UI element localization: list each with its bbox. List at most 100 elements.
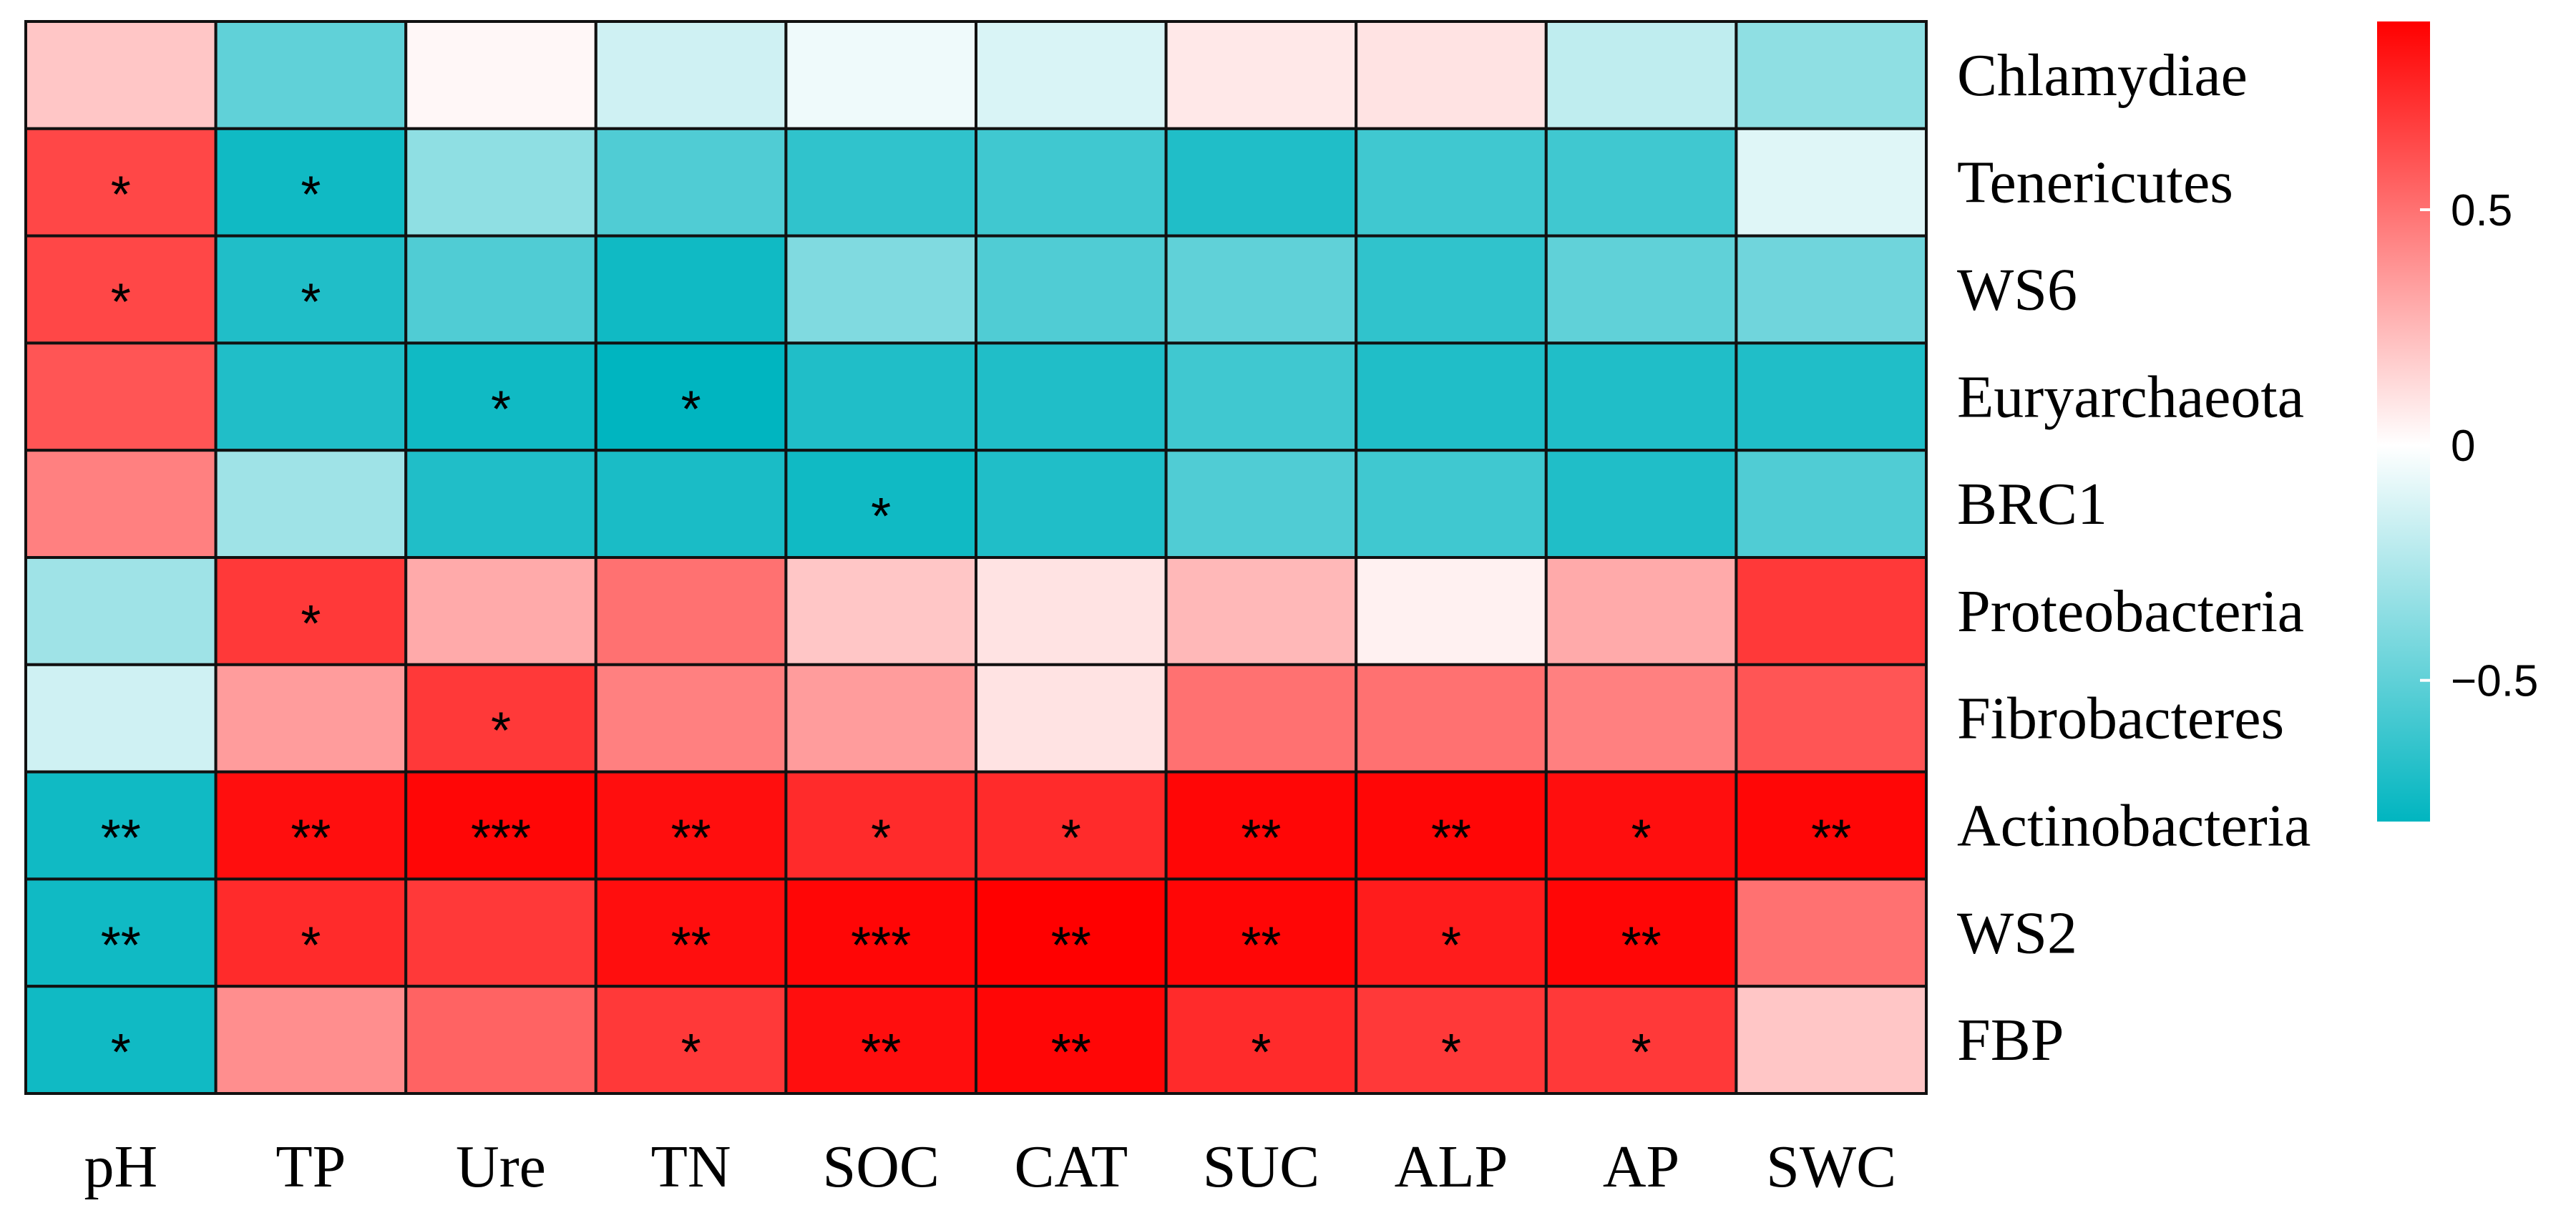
significance-mark: ** (671, 810, 711, 867)
heatmap-cell (784, 127, 978, 238)
row-label: Fibrobacteres (1957, 686, 2284, 752)
significance-mark: * (681, 1024, 701, 1081)
column-label: AP (1603, 1134, 1679, 1200)
heatmap-cell (1164, 234, 1358, 345)
colorbar-gradient (2377, 21, 2430, 822)
heatmap-cell (1355, 127, 1548, 238)
heatmap-cell (1164, 556, 1358, 666)
significance-mark: ** (1241, 810, 1281, 867)
row-label: WS2 (1957, 900, 2077, 966)
heatmap-cell (1735, 20, 1928, 130)
significance-mark: * (871, 810, 891, 867)
heatmap-cell (975, 234, 1168, 345)
heatmap-cells: * ** ** ****** ** *** ** * * ** ** * **** * ** *** ** ** *… (24, 20, 1928, 1095)
heatmap-cell (214, 127, 408, 238)
significance-mark: * (1631, 1024, 1652, 1081)
significance-mark: ** (1621, 917, 1662, 974)
heatmap-cell (594, 985, 788, 1095)
significance-mark: ** (1051, 1024, 1091, 1081)
heatmap-cell (975, 985, 1168, 1095)
heatmap-cell (1735, 556, 1928, 666)
heatmap-cell (1355, 234, 1548, 345)
heatmap-cell (24, 877, 218, 988)
significance-mark: * (111, 1024, 131, 1081)
heatmap-cell (1164, 663, 1358, 774)
heatmap-cell (1355, 770, 1548, 881)
column-label: TN (651, 1134, 731, 1200)
heatmap-cell (24, 234, 218, 345)
significance-mark: * (1441, 1024, 1461, 1081)
heatmap-cell (1164, 449, 1358, 560)
heatmap-cell (404, 877, 597, 988)
heatmap-cell (1735, 234, 1928, 345)
heatmap-cell (214, 985, 408, 1095)
column-label: SOC (822, 1134, 939, 1200)
row-label: Proteobacteria (1957, 578, 2304, 645)
heatmap-cell (1355, 20, 1548, 130)
heatmap-cell (784, 341, 978, 452)
heatmap-cell (1544, 877, 1738, 988)
heatmap-cell (24, 663, 218, 774)
significance-mark: * (1441, 917, 1461, 974)
heatmap-cell (214, 663, 408, 774)
heatmap-cell (214, 877, 408, 988)
heatmap-cell (784, 770, 978, 881)
heatmap-cell (975, 127, 1168, 238)
heatmap-cell (214, 556, 408, 666)
heatmap-cell (214, 449, 408, 560)
heatmap-cell (975, 449, 1168, 560)
significance-mark: * (1251, 1024, 1271, 1081)
row-label: Tenericutes (1957, 150, 2233, 216)
heatmap-cell (1735, 877, 1928, 988)
colorbar-tick-label: 0 (2451, 422, 2475, 471)
heatmap-cell (1544, 449, 1738, 560)
significance-mark: ** (291, 810, 331, 867)
heatmap-cell (784, 877, 978, 988)
heatmap-cell (24, 20, 218, 130)
significance-mark: * (1061, 810, 1081, 867)
heatmap-cell (1544, 20, 1738, 130)
heatmap-cell (1544, 234, 1738, 345)
significance-mark: ** (1051, 917, 1091, 974)
heatmap-cell (1355, 341, 1548, 452)
heatmap-cell (24, 449, 218, 560)
column-label: CAT (1014, 1134, 1128, 1200)
significance-mark: *** (851, 917, 911, 974)
heatmap-cell (404, 234, 597, 345)
column-label: pH (84, 1134, 157, 1200)
colorbar (2377, 21, 2430, 822)
heatmap-cell (975, 20, 1168, 130)
heatmap-cell (1164, 770, 1358, 881)
heatmap-cell (594, 127, 788, 238)
heatmap-cell (1735, 770, 1928, 881)
heatmap-cell (1355, 663, 1548, 774)
column-labels: pH TP Ure TN SOC CAT SUC ALP AP SWC (84, 1134, 1896, 1200)
row-labels: Chlamydiae Tenericutes WS6 Euryarchaeota BRC… (1957, 42, 2311, 1073)
heatmap-cell (24, 556, 218, 666)
heatmap-cell (1735, 449, 1928, 560)
heatmap-cell (24, 770, 218, 881)
significance-mark: * (871, 488, 891, 545)
heatmap-cell (1544, 985, 1738, 1095)
heatmap-cell (404, 127, 597, 238)
heatmap-cell (594, 663, 788, 774)
significance-mark: * (681, 381, 701, 438)
heatmap-cell (594, 877, 788, 988)
row-label: FBP (1957, 1007, 2064, 1073)
heatmap-cell (594, 341, 788, 452)
heatmap-cell (784, 556, 978, 666)
heatmap-cell (404, 449, 597, 560)
significance-mark: * (111, 167, 131, 224)
significance-mark: * (491, 703, 511, 760)
heatmap-cell (1544, 556, 1738, 666)
significance-mark: * (1631, 810, 1652, 867)
heatmap-cell (1735, 127, 1928, 238)
significance-mark: *** (471, 810, 531, 867)
significance-mark: * (301, 595, 321, 653)
heatmap-cell (1544, 341, 1738, 452)
heatmap-cell (594, 449, 788, 560)
row-label: Chlamydiae (1957, 42, 2248, 109)
heatmap-cell (1544, 663, 1738, 774)
column-label: SUC (1203, 1134, 1319, 1200)
